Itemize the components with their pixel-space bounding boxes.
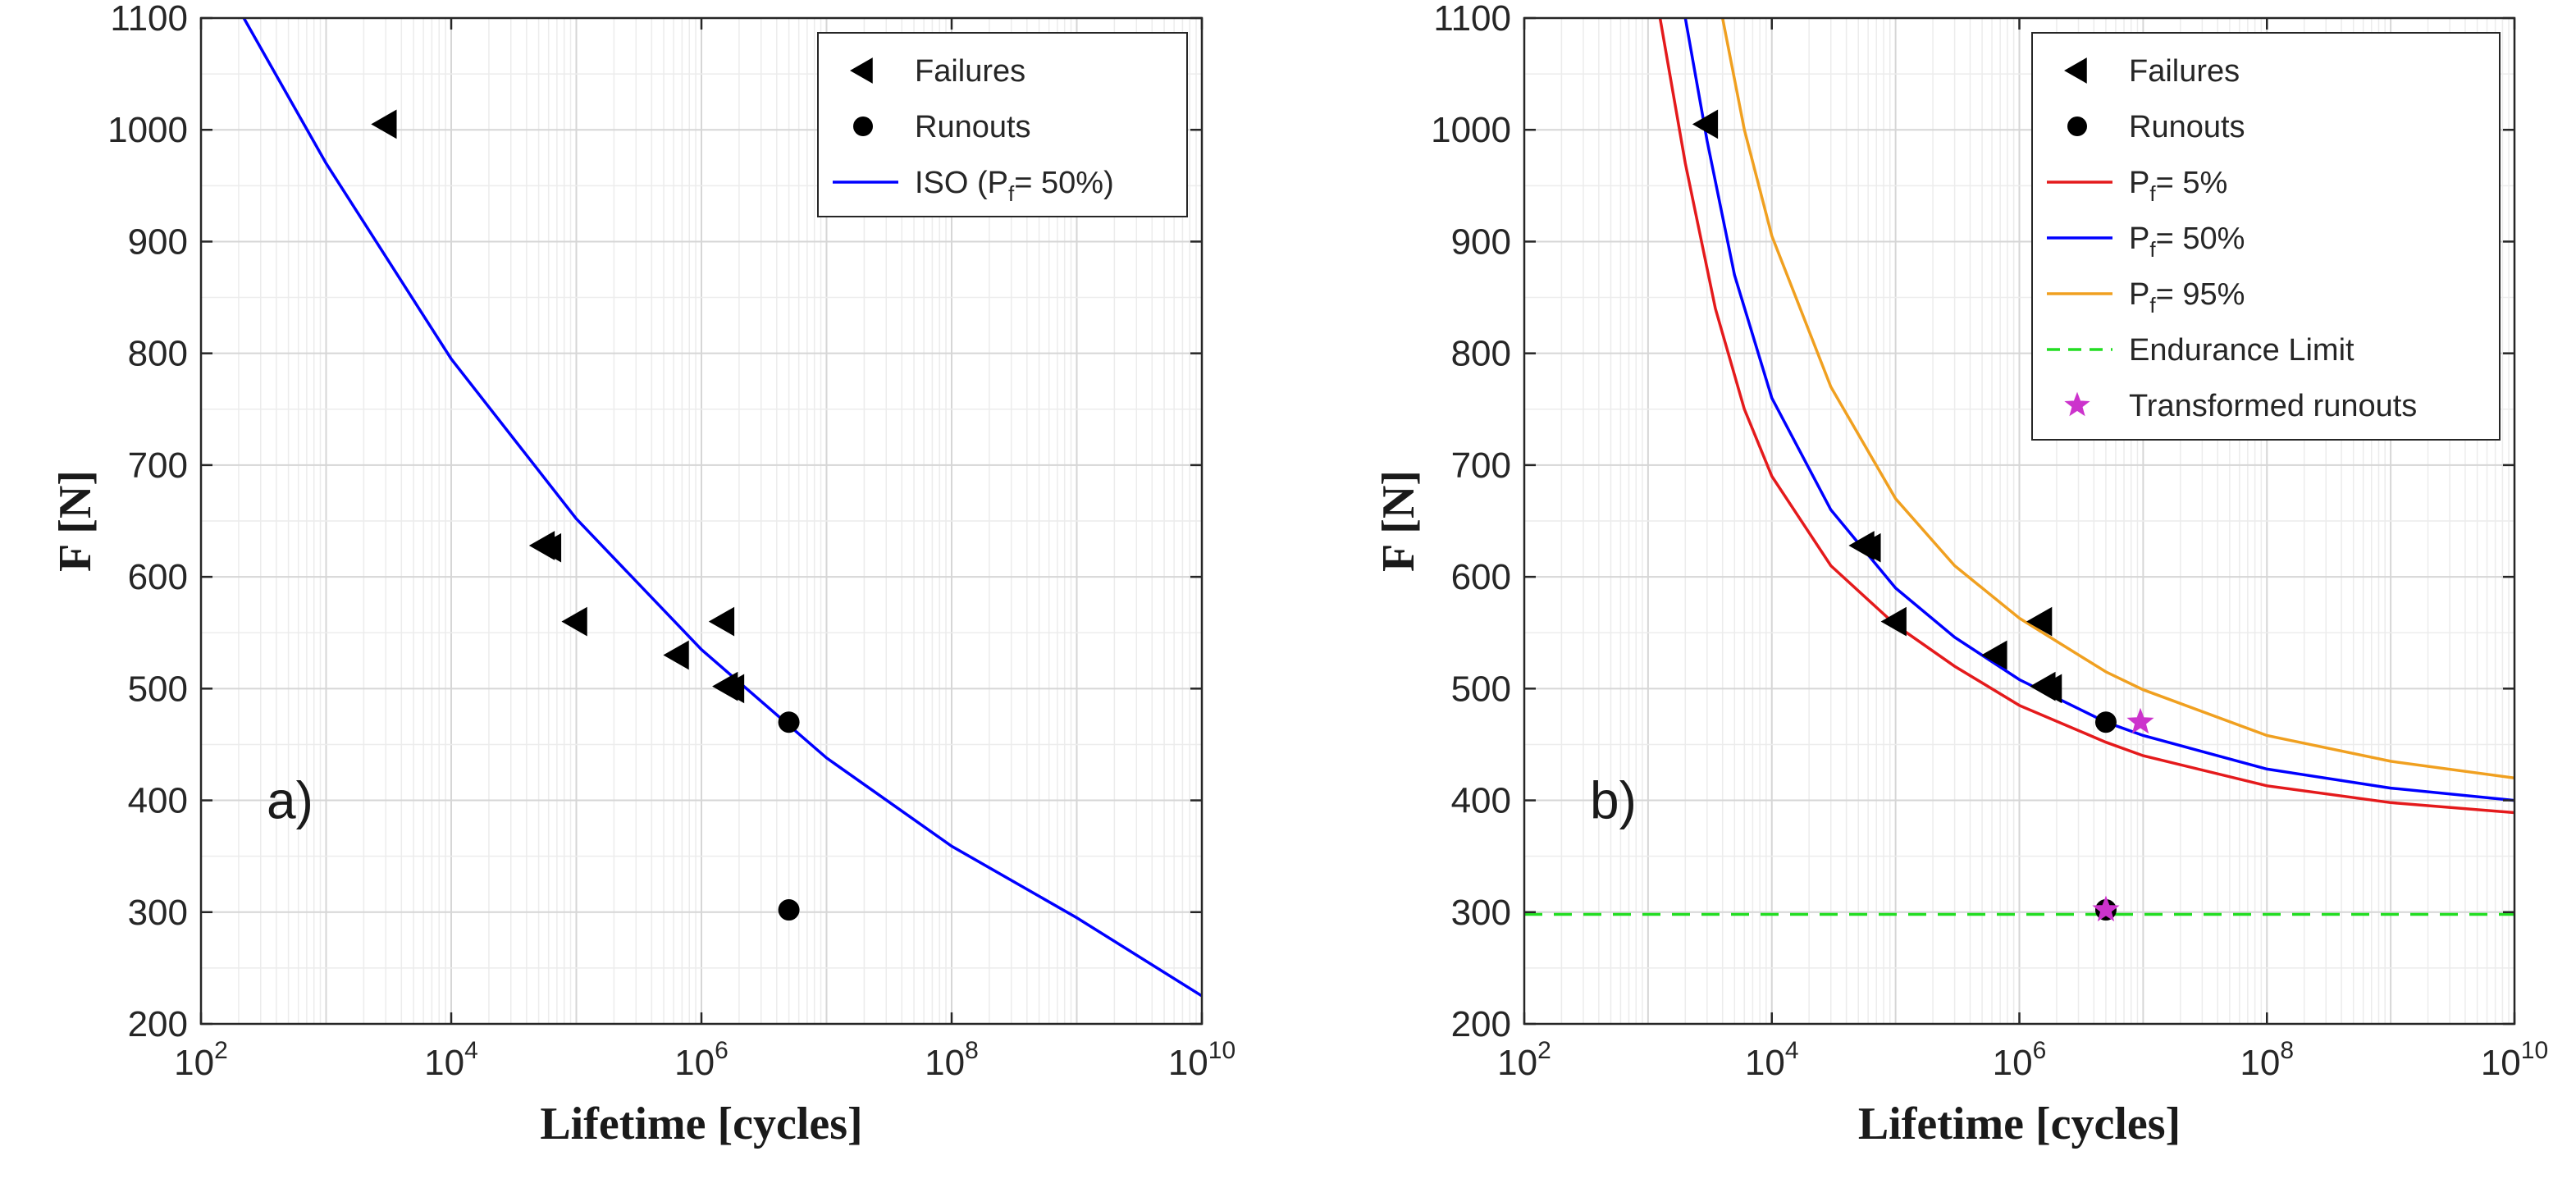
failure-point: [1855, 532, 1881, 563]
x-axis-title: Lifetime [cycles]: [540, 1099, 862, 1149]
x-tick-label: 1010: [2481, 1037, 2548, 1083]
legend: Failures Runouts ISO (Pf= 50%): [817, 32, 1188, 217]
legend-label: Transformed runouts: [2129, 389, 2417, 423]
failure-point: [1692, 109, 1719, 139]
failure-point: [2026, 606, 2053, 637]
y-tick-label: 400: [128, 781, 188, 821]
y-tick-label: 400: [1451, 781, 1511, 821]
legend-box: [2031, 32, 2501, 441]
legend-label: Runouts: [915, 110, 1031, 144]
y-tick-label: 600: [128, 557, 188, 597]
x-tick-label: 106: [674, 1037, 728, 1083]
y-axis-title: F [N]: [1373, 470, 1424, 572]
panel-label: b): [1590, 771, 1637, 830]
legend-label: Pf= 50%: [2129, 222, 2245, 262]
legend-label: Runouts: [2129, 110, 2245, 144]
failure-point: [371, 109, 397, 139]
y-tick-label: 1100: [110, 0, 188, 39]
y-tick-label: 900: [128, 222, 188, 262]
curve-pf-95-: [1720, 18, 2514, 780]
failure-point: [663, 640, 689, 670]
curves: [1524, 18, 2514, 916]
y-tick-label: 900: [1451, 222, 1511, 262]
legend-label: Failures: [2129, 54, 2240, 89]
x-tick-label: 102: [1497, 1037, 1551, 1083]
runout-point: [2094, 711, 2117, 733]
y-tick-label: 200: [128, 1004, 188, 1044]
y-tick-label: 1000: [1431, 110, 1511, 150]
runout-point: [778, 899, 800, 921]
y-axis-title: F [N]: [50, 470, 101, 572]
y-tick-label: 300: [128, 893, 188, 933]
x-tick-label: 106: [1993, 1037, 2047, 1083]
failure-point: [535, 532, 562, 563]
panel-a: 200 300 400 500 600 700 800 900 1000 1100 102 104 10…: [50, 0, 1235, 1149]
x-tick-label: 104: [1745, 1037, 1799, 1083]
curve-pf-5-: [1658, 18, 2514, 815]
y-tick-label: 700: [128, 445, 188, 486]
y-tick-label: 200: [1451, 1004, 1511, 1044]
failure-point: [561, 606, 587, 637]
y-tick-label: 800: [128, 334, 188, 374]
legend-label: Pf= 95%: [2129, 277, 2245, 318]
legend: Failures Runouts Pf= 5% Pf= 50% Pf= 95% Endur…: [2031, 32, 2501, 441]
legend-label: Pf= 5%: [2129, 166, 2227, 206]
legend-label: ISO (Pf= 50%): [915, 166, 1114, 206]
x-axis-title: Lifetime [cycles]: [1858, 1099, 2181, 1149]
failure-point: [2036, 674, 2062, 704]
curve-iso-pf-50-: [242, 18, 1202, 998]
x-tick-label: 108: [2240, 1037, 2294, 1083]
failure-point: [1880, 606, 1907, 637]
x-tick-label: 102: [174, 1037, 228, 1083]
legend-label: Endurance Limit: [2129, 333, 2354, 368]
legend-star-marker: [2064, 391, 2090, 417]
x-tick-label: 108: [925, 1037, 979, 1083]
curves: [242, 18, 1202, 998]
y-tick-label: 500: [1451, 669, 1511, 709]
panel-label: a): [267, 771, 313, 830]
legend-failures-marker: [2063, 57, 2087, 84]
y-tick-label: 500: [128, 669, 188, 709]
failure-point: [708, 606, 735, 637]
legend-runouts-marker: [853, 117, 873, 136]
markers: [1692, 109, 2154, 922]
panel-b: 200 300 400 500 600 700 800 900 1000 1100 102 104 10…: [1373, 0, 2548, 1149]
y-tick-label: 700: [1451, 445, 1511, 486]
legend-box: [817, 32, 1188, 217]
transformed-runout-point: [2126, 707, 2154, 734]
y-tick-label: 1000: [107, 110, 188, 150]
y-tick-label: 1100: [1433, 0, 1511, 39]
x-tick-label: 104: [424, 1037, 478, 1083]
failure-point: [1981, 640, 2007, 670]
runout-point: [778, 711, 800, 733]
y-tick-label: 300: [1451, 893, 1511, 933]
markers: [371, 109, 800, 921]
y-tick-label: 800: [1451, 334, 1511, 374]
transformed-runout-point: [2092, 895, 2120, 922]
legend-label: Failures: [915, 54, 1025, 89]
x-tick-label: 1010: [1168, 1037, 1235, 1083]
legend-runouts-marker: [2067, 117, 2087, 136]
curve-pf-50-: [1683, 18, 2514, 802]
failure-point: [718, 674, 745, 704]
legend-failures-marker: [849, 57, 873, 84]
y-tick-label: 600: [1451, 557, 1511, 597]
